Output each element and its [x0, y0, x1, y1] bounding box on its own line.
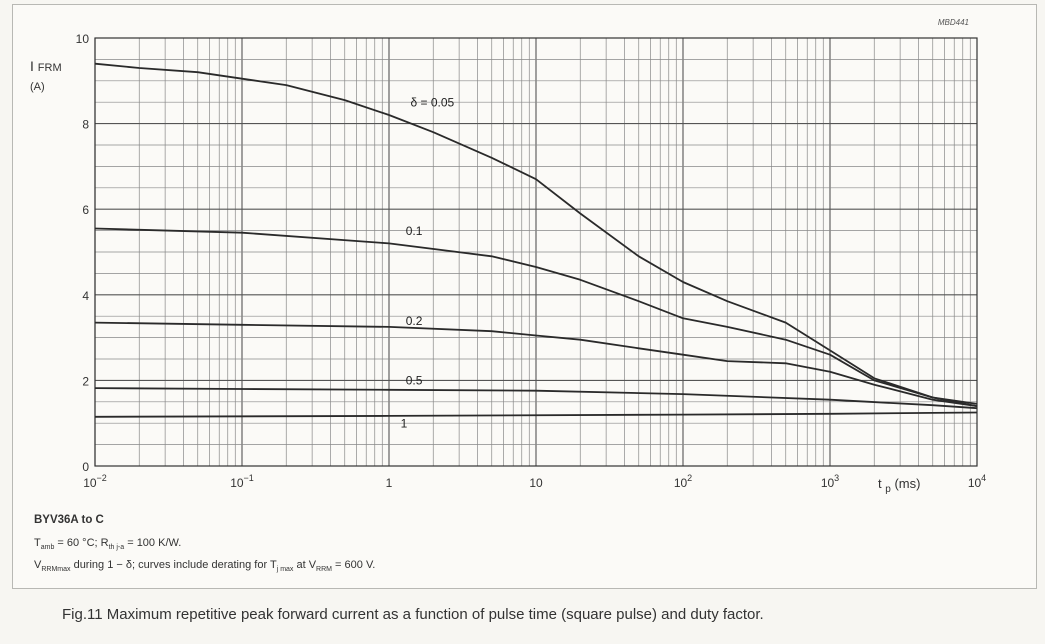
cond-t-sub: amb — [40, 544, 55, 552]
series-curve — [94, 321, 978, 407]
cond-v: V — [34, 559, 42, 571]
series-label: 0.2 — [406, 314, 423, 328]
conditions-line-2: VRRMmax during 1 − δ; curves include der… — [34, 559, 375, 573]
y-axis-label-main: I — [30, 58, 34, 74]
x-tick-exponent: 4 — [981, 473, 986, 483]
figure-caption: Fig.11 Maximum repetitive peak forward c… — [62, 606, 764, 623]
cond-text-1: during 1 − δ; curves include derating fo… — [70, 559, 277, 571]
series-curve — [94, 387, 978, 410]
device-name: BYV36A to C — [34, 514, 104, 526]
plot-area-border — [94, 37, 978, 467]
y-tick-label: 0 — [82, 460, 89, 474]
series-label: 0.5 — [406, 374, 423, 388]
y-axis-unit: (A) — [30, 81, 45, 93]
x-tick-exponent: −2 — [97, 473, 107, 483]
cond-text-2: at V — [293, 559, 317, 571]
chart-svg: 0 2 4 6 8 10 10−2 10−1 1 10 102 103 104 δ = 0.05 0.1 0.… — [76, 32, 987, 490]
y-tick-label: 8 — [82, 118, 89, 132]
cond-tj-sub: j max — [276, 566, 294, 574]
x-axis-unit: (ms) — [894, 476, 921, 491]
cond-t: T — [34, 537, 41, 549]
series-label: 0.1 — [406, 224, 423, 238]
cond-r-sub: th j-a — [108, 544, 125, 552]
y-tick-label: 4 — [82, 289, 89, 303]
cond-r-val: = 100 K/W. — [124, 537, 182, 549]
series-curve — [94, 62, 978, 405]
series-curve — [94, 411, 978, 418]
x-tick-exponent: 3 — [834, 473, 839, 483]
series-curve — [94, 227, 978, 407]
x-tick-label: 103 — [821, 473, 839, 490]
series-label: δ = 0.05 — [410, 95, 454, 109]
y-tick-label: 10 — [76, 32, 90, 46]
x-tick-label: 10−2 — [83, 473, 107, 490]
figure-frame — [12, 4, 1037, 589]
x-axis-label-main: t — [878, 476, 882, 491]
y-axis-label-sub: FRM — [37, 62, 62, 74]
x-tick-label: 1 — [386, 476, 393, 490]
figure-reference: MBD441 — [937, 18, 969, 27]
y-tick-label: 2 — [82, 374, 89, 388]
cond-text-3: = 600 V. — [332, 559, 376, 571]
conditions-line-1: Tamb = 60 °C; Rth j-a = 100 K/W. — [34, 537, 181, 551]
x-tick-exponent: −1 — [244, 473, 254, 483]
x-tick-label: 10 — [529, 476, 543, 490]
cond-v-sub: RRMmax — [41, 566, 71, 574]
series-label: 1 — [401, 416, 408, 430]
x-tick-label: 104 — [968, 473, 986, 490]
y-axis-label: I FRM (A) — [30, 58, 62, 96]
y-tick-label: 6 — [82, 203, 89, 217]
x-axis-label: t p (ms) — [878, 476, 921, 495]
x-tick-label: 102 — [674, 473, 692, 490]
x-tick-label: 10−1 — [230, 473, 254, 490]
cond-t-val: = 60 °C; R — [54, 537, 109, 549]
x-axis-label-sub: p — [885, 484, 891, 495]
x-tick-exponent: 2 — [687, 473, 692, 483]
cond-vrrm-sub: RRM — [316, 566, 332, 574]
